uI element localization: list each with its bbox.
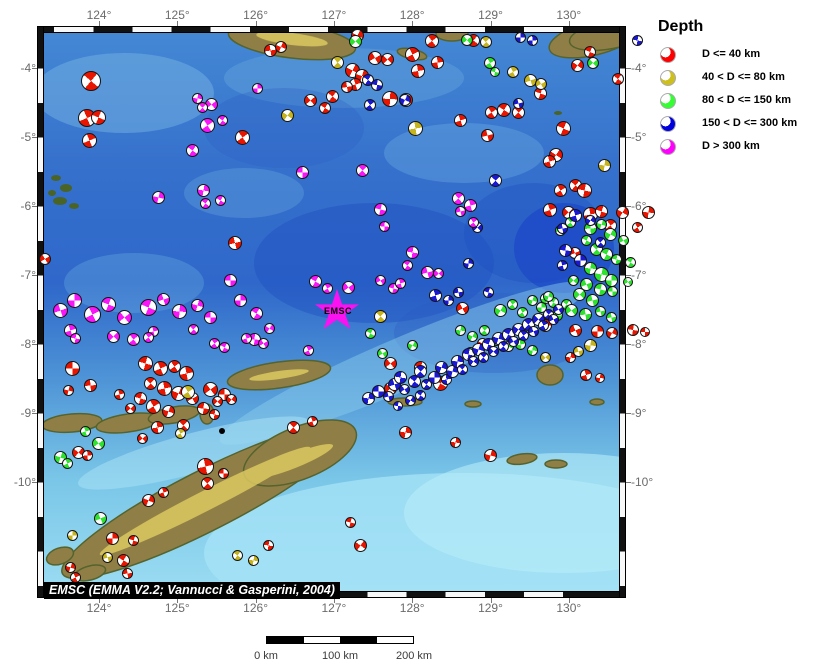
tick-mark xyxy=(568,21,570,26)
lat-tick-label: -10° xyxy=(13,475,36,489)
lon-tick-label: 126° xyxy=(243,601,269,615)
depth-beachball-icon xyxy=(660,47,676,63)
lon-tick-label: 125° xyxy=(164,8,190,22)
legend-item: 80 < D <= 150 km xyxy=(658,90,818,113)
lat-tick-label: -5° xyxy=(20,130,36,144)
lat-tick-label: -6° xyxy=(631,199,647,213)
tick-mark xyxy=(626,413,631,414)
lat-tick-label: -8° xyxy=(631,337,647,351)
tick-mark xyxy=(490,598,492,603)
legend-item: D > 300 km xyxy=(658,136,818,159)
depth-beachball-icon xyxy=(660,139,676,155)
lat-tick-label: -9° xyxy=(631,406,647,420)
scale-bar xyxy=(266,636,414,644)
lat-tick-label: -10° xyxy=(631,475,654,489)
focal-mechanism-beachball xyxy=(624,256,636,268)
scale-bar-segment xyxy=(267,637,304,643)
lon-tick-label: 129° xyxy=(478,601,503,615)
tick-mark xyxy=(333,21,335,26)
tick-mark xyxy=(568,598,570,603)
scale-bar-segment xyxy=(303,637,340,643)
tick-mark xyxy=(99,598,100,603)
tick-mark xyxy=(177,21,179,26)
legend-item-label: D <= 40 km xyxy=(702,48,761,60)
tick-mark xyxy=(32,413,37,414)
legend-title: Depth xyxy=(658,18,704,35)
legend-item-label: 150 < D <= 300 km xyxy=(702,117,798,129)
emsc-star-label: EMSC xyxy=(323,306,352,316)
tick-mark xyxy=(626,344,631,345)
tick-mark xyxy=(626,206,631,207)
city-dot xyxy=(219,428,225,434)
scale-bar-label: 200 km xyxy=(395,650,433,662)
lon-tick-label: 128° xyxy=(399,8,425,22)
legend-item: D <= 40 km xyxy=(658,44,818,67)
tick-mark xyxy=(32,68,37,69)
tick-mark xyxy=(255,21,257,26)
lon-tick-label: 128° xyxy=(399,601,425,615)
lon-tick-label: 124° xyxy=(86,601,112,615)
caption: EMSC (EMMA V2.2; Vannucci & Gasperini, 2… xyxy=(44,582,340,599)
lat-tick-label: -6° xyxy=(20,199,36,213)
lat-tick-label: -9° xyxy=(20,406,36,420)
map-frame-right xyxy=(619,26,626,598)
lat-tick-label: -8° xyxy=(20,337,36,351)
small-islands xyxy=(48,111,562,209)
tick-mark xyxy=(626,68,631,69)
scale-bar-label: 100 km xyxy=(321,650,359,662)
tick-mark xyxy=(32,344,37,345)
map-frame-left xyxy=(37,26,44,598)
tick-mark xyxy=(99,21,100,26)
focal-mechanism-beachball xyxy=(627,324,639,336)
lon-tick-label: 130° xyxy=(556,601,582,615)
tick-mark xyxy=(32,275,37,276)
lon-tick-label: 124° xyxy=(86,8,112,22)
legend-item-label: 40 < D <= 80 km xyxy=(702,71,785,83)
scale-bar-segment xyxy=(376,637,413,643)
lat-tick-label: -7° xyxy=(20,268,36,282)
tick-mark xyxy=(412,21,414,26)
legend-item: 40 < D <= 80 km xyxy=(658,67,818,90)
lon-tick-label: 127° xyxy=(321,8,347,22)
tick-mark xyxy=(32,206,37,207)
tick-mark xyxy=(626,275,631,276)
map-frame-top xyxy=(37,26,626,33)
lat-tick-label: -5° xyxy=(631,130,647,144)
scale-bar-segment xyxy=(340,637,377,643)
depth-beachball-icon xyxy=(660,116,676,132)
tick-mark xyxy=(626,137,631,138)
lon-tick-label: 127° xyxy=(321,601,347,615)
lat-tick-label: -4° xyxy=(20,61,36,75)
tick-mark xyxy=(32,137,37,138)
tick-mark xyxy=(255,598,257,603)
focal-mechanism-beachball xyxy=(631,34,643,46)
highlands xyxy=(99,33,334,556)
tick-mark xyxy=(32,482,37,483)
lon-tick-label: 129° xyxy=(478,8,503,22)
legend-item: 150 < D <= 300 km xyxy=(658,113,818,136)
depth-beachball-icon xyxy=(660,70,676,86)
lat-tick-label: -4° xyxy=(631,61,647,75)
tick-mark xyxy=(177,598,179,603)
legend-item-label: 80 < D <= 150 km xyxy=(702,94,791,106)
focal-mechanism-beachball xyxy=(631,221,643,233)
legend-item-label: D > 300 km xyxy=(702,140,760,152)
lon-tick-label: 130° xyxy=(556,8,582,22)
tick-mark xyxy=(333,598,335,603)
tick-mark xyxy=(626,482,631,483)
tick-mark xyxy=(490,21,492,26)
lat-tick-label: -7° xyxy=(631,268,647,282)
scale-bar-label: 0 km xyxy=(254,650,278,662)
depth-legend: Depth D <= 40 km 40 < D <= 80 km 80 < D <=… xyxy=(658,18,818,159)
lon-tick-label: 126° xyxy=(243,8,269,22)
lon-tick-label: 125° xyxy=(164,601,190,615)
tick-mark xyxy=(412,598,414,603)
focal-mechanism-beachball xyxy=(640,327,650,337)
depth-beachball-icon xyxy=(660,93,676,109)
